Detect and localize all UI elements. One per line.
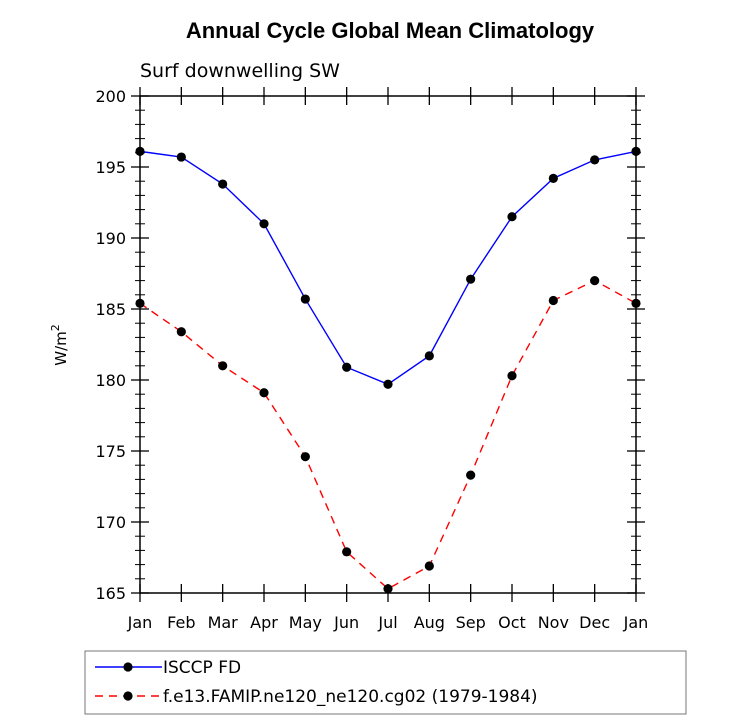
y-axis-label-base: W/m — [52, 331, 70, 366]
data-point — [466, 274, 476, 284]
y-tick-label: 175 — [95, 442, 126, 461]
data-point — [300, 452, 310, 462]
x-tick-label: Jan — [623, 613, 649, 632]
plot-frame — [139, 95, 637, 594]
x-tick-label: Aug — [414, 613, 445, 632]
data-point — [342, 362, 352, 372]
data-point — [548, 295, 558, 306]
plot-series — [135, 146, 641, 594]
data-point — [466, 470, 476, 480]
y-tick-label: 200 — [95, 87, 126, 106]
y-tick-label: 165 — [95, 584, 126, 603]
series-line — [139, 279, 637, 590]
data-point — [424, 561, 434, 571]
x-tick-label: Dec — [579, 613, 610, 632]
legend-label: ISCCP FD — [163, 658, 241, 678]
data-point — [590, 155, 600, 165]
y-tick-label: 170 — [95, 513, 126, 532]
y-tick-label: 190 — [95, 229, 126, 248]
legend-entry-2: f.e13.FAMIP.ne120_ne120.cg02 (1979-1984) — [95, 687, 538, 707]
data-point — [176, 327, 186, 337]
data-point — [300, 294, 310, 304]
y-axis-label-superscript: 2 — [49, 324, 62, 331]
legend-marker — [123, 662, 133, 672]
legend-label: f.e13.FAMIP.ne120_ne120.cg02 (1979-1984) — [163, 687, 538, 707]
x-tick-label: Oct — [498, 613, 526, 632]
tick-labels: Jan Feb Mar Apr May Jun Jul Aug Sep Oct Nov Dec Jan1… — [95, 87, 648, 632]
x-tick-label: Jan — [127, 613, 153, 632]
series-line — [139, 150, 637, 386]
legend-box — [84, 650, 687, 715]
data-point — [176, 152, 186, 162]
y-tick-label: 195 — [95, 158, 126, 177]
data-point — [342, 547, 352, 557]
data-point — [383, 584, 393, 594]
x-tick-label: Jun — [333, 613, 359, 632]
x-tick-label: May — [289, 613, 322, 632]
chart-subtitle: Surf downwelling SW — [140, 60, 340, 82]
data-point — [590, 276, 600, 286]
data-point — [218, 179, 228, 189]
y-tick-label: 180 — [95, 371, 126, 390]
data-point — [548, 173, 558, 183]
y-axis-label: W/m2 — [49, 324, 70, 366]
axis-ticks — [131, 87, 645, 602]
data-point — [507, 371, 517, 381]
x-tick-label: Feb — [167, 613, 195, 632]
svg-text:W/m2: W/m2 — [49, 324, 70, 366]
x-tick-label: Nov — [538, 613, 569, 632]
x-tick-label: Mar — [208, 613, 239, 632]
x-tick-label: Jul — [377, 613, 397, 632]
data-point — [259, 219, 269, 229]
y-tick-label: 185 — [95, 300, 126, 319]
x-tick-label: Apr — [250, 613, 278, 632]
legend-entry-1: ISCCP FD — [95, 658, 241, 678]
data-point — [424, 351, 434, 361]
legend: ISCCP FD f.e13.FAMIP.ne120_ne120.cg02 (19… — [84, 650, 687, 715]
data-point — [259, 388, 269, 398]
data-point — [507, 212, 517, 222]
x-tick-label: Sep — [456, 613, 486, 632]
data-point — [218, 361, 228, 371]
chart-title: Annual Cycle Global Mean Climatology — [186, 18, 595, 43]
data-point — [383, 379, 393, 389]
series-2 — [135, 276, 641, 594]
legend-marker — [123, 691, 133, 701]
series-1 — [135, 146, 641, 389]
